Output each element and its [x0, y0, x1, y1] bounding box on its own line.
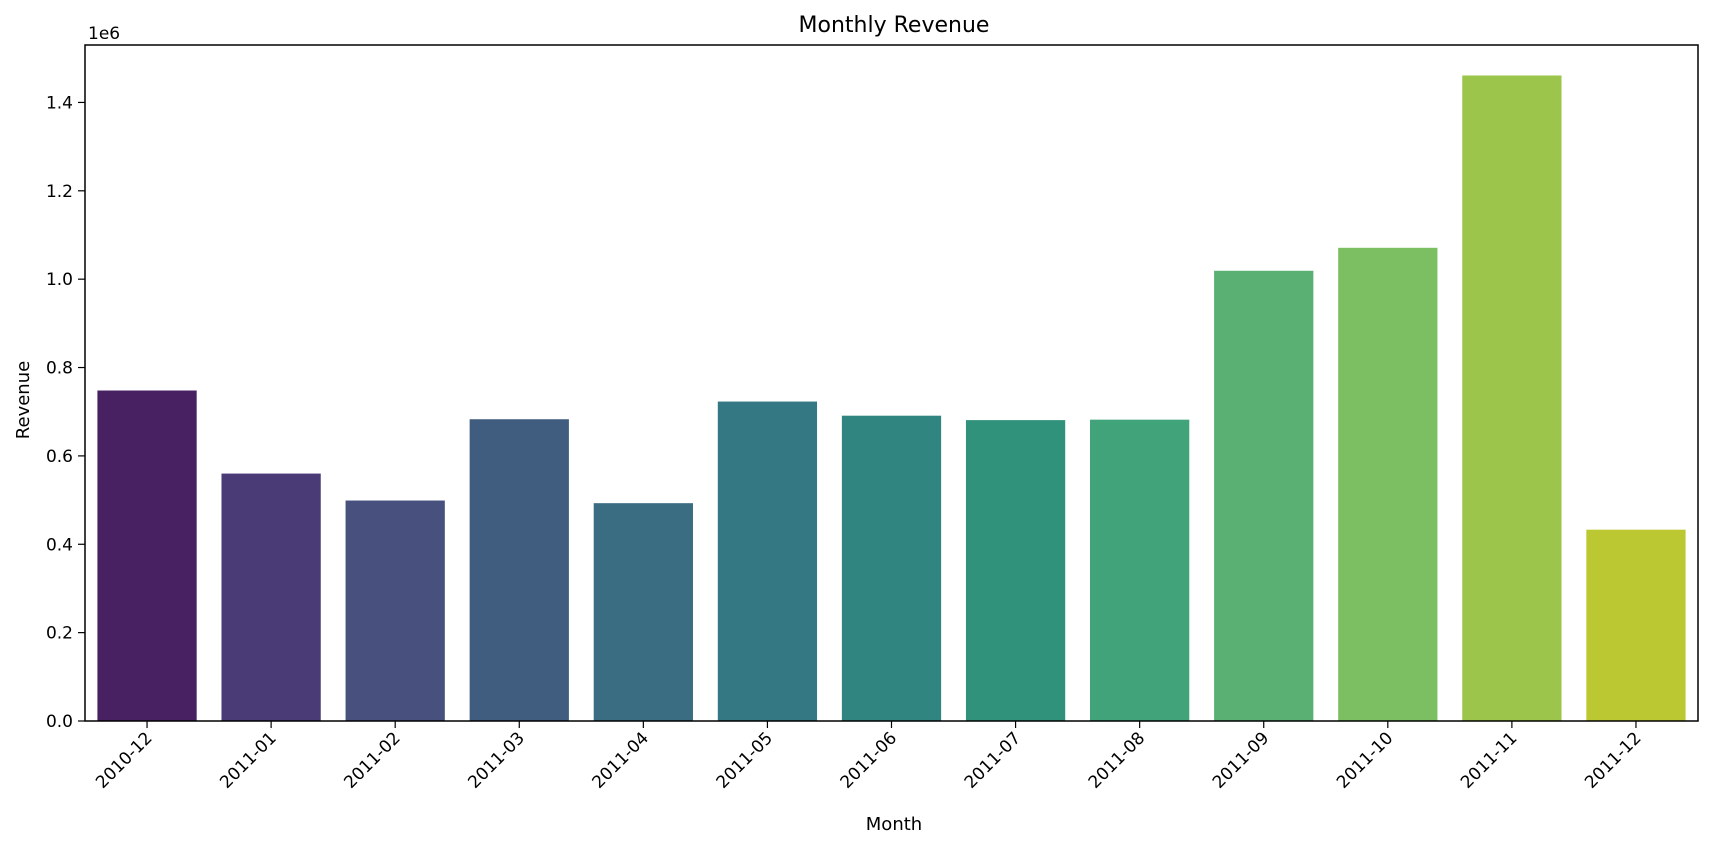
x-tick-label: 2010-12 [92, 728, 156, 792]
x-tick-label: 2011-07 [961, 728, 1025, 792]
bar-2011-09 [1214, 270, 1314, 721]
x-tick-label: 2011-06 [837, 728, 901, 792]
bar-2011-11 [1462, 75, 1562, 722]
bar-2011-12 [1586, 529, 1686, 721]
y-tick-label: 0.4 [46, 535, 73, 555]
y-tick-label: 0.6 [46, 447, 73, 467]
x-axis-title: Month [866, 814, 922, 835]
bars-group [97, 75, 1686, 722]
bar-2011-03 [469, 419, 569, 721]
y-tick-label: 1.2 [46, 182, 73, 202]
y-axis-offset-label: 1e6 [88, 24, 120, 44]
y-tick-label: 1.0 [46, 270, 73, 290]
x-tick-label: 2011-03 [464, 728, 528, 792]
bar-2011-05 [717, 401, 818, 721]
bar-2011-02 [345, 500, 445, 721]
x-tick-label: 2011-10 [1333, 728, 1397, 792]
x-tick-label: 2011-05 [713, 728, 777, 792]
x-tick-label: 2011-02 [340, 728, 404, 792]
y-tick-label: 0.2 [46, 624, 73, 644]
bar-2011-10 [1338, 247, 1438, 722]
x-axis-ticks: 2010-12 2011-01 2011-02 2011-03 2011-04 2011-… [92, 721, 1645, 793]
y-tick-label: 0.0 [46, 712, 73, 732]
bar-2011-06 [841, 415, 942, 721]
y-axis-title: Revenue [13, 361, 34, 439]
y-tick-label: 1.4 [46, 93, 73, 113]
x-tick-label: 2011-04 [589, 728, 653, 792]
bar-2011-08 [1090, 419, 1190, 721]
y-axis-ticks: 0.0 0.2 0.4 0.6 0.8 1.0 1.2 1.4 [46, 93, 85, 732]
x-tick-label: 2011-08 [1085, 728, 1149, 792]
bar-2011-07 [965, 420, 1066, 721]
bar-2011-04 [593, 503, 693, 721]
bar-2011-01 [221, 473, 321, 721]
x-tick-label: 2011-11 [1457, 728, 1521, 792]
x-tick-label: 2011-09 [1209, 728, 1273, 792]
x-tick-label: 2011-01 [216, 728, 280, 792]
plot-frame [84, 44, 1699, 722]
bar-2010-12 [97, 390, 197, 721]
y-tick-label: 0.8 [46, 359, 73, 379]
x-tick-label: 2011-12 [1581, 728, 1645, 792]
chart-title: Monthly Revenue [799, 13, 990, 38]
